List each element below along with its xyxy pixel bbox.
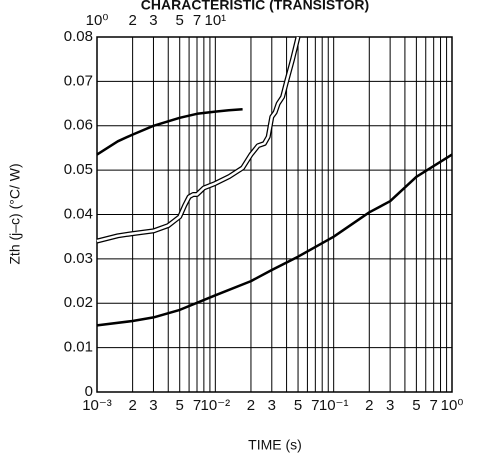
x-tick-label: 10⁻³ xyxy=(82,397,112,414)
y-axis-label: Zth (j–c) (°C/ W) xyxy=(7,163,23,264)
x-tick-label: 10⁻² xyxy=(201,397,231,414)
x-tick-label: 2 xyxy=(247,397,255,414)
y-tick-label: 0.05 xyxy=(64,161,93,178)
x2-tick-label: 7 xyxy=(193,12,201,29)
x2-tick-label: 2 xyxy=(128,12,136,29)
x-tick-label: 3 xyxy=(268,397,276,414)
x-tick-label: 7 xyxy=(429,397,437,414)
line-inner xyxy=(96,36,300,243)
x-tick-label: 10⁰ xyxy=(441,397,464,414)
x-tick-label: 7 xyxy=(193,397,201,414)
chart-title: CHARACTERISTIC (TRANSISTOR) xyxy=(141,0,369,13)
y-tick-label: 0.02 xyxy=(64,294,93,311)
y-tick-label: 0.03 xyxy=(64,250,93,267)
x2-tick-label: 5 xyxy=(176,12,184,29)
x-tick-label: 5 xyxy=(294,397,302,414)
x2-tick-label: 10¹ xyxy=(204,12,226,29)
y-tick-label: 0.08 xyxy=(64,28,93,45)
x2-tick-label: 3 xyxy=(149,12,157,29)
x2-tick-label: 10⁰ xyxy=(86,12,109,29)
x-tick-label: 5 xyxy=(412,397,420,414)
x-tick-label: 7 xyxy=(311,397,319,414)
line xyxy=(96,153,453,327)
x-tick-label: 3 xyxy=(386,397,394,414)
y-tick-label: 0.04 xyxy=(64,205,93,222)
y-tick-label: 0 xyxy=(85,383,93,400)
x-tick-label: 2 xyxy=(365,397,373,414)
x-tick-label: 3 xyxy=(149,397,157,414)
x-tick-label: 2 xyxy=(128,397,136,414)
x-tick-label: 5 xyxy=(176,397,184,414)
y-tick-label: 0.06 xyxy=(64,117,93,134)
line xyxy=(96,108,243,156)
plot-frame xyxy=(96,36,453,393)
y-tick-label: 0.01 xyxy=(64,339,93,356)
x-tick-label: 10⁻¹ xyxy=(319,397,349,414)
x-axis-label: TIME (s) xyxy=(248,437,302,453)
y-tick-label: 0.07 xyxy=(64,72,93,89)
